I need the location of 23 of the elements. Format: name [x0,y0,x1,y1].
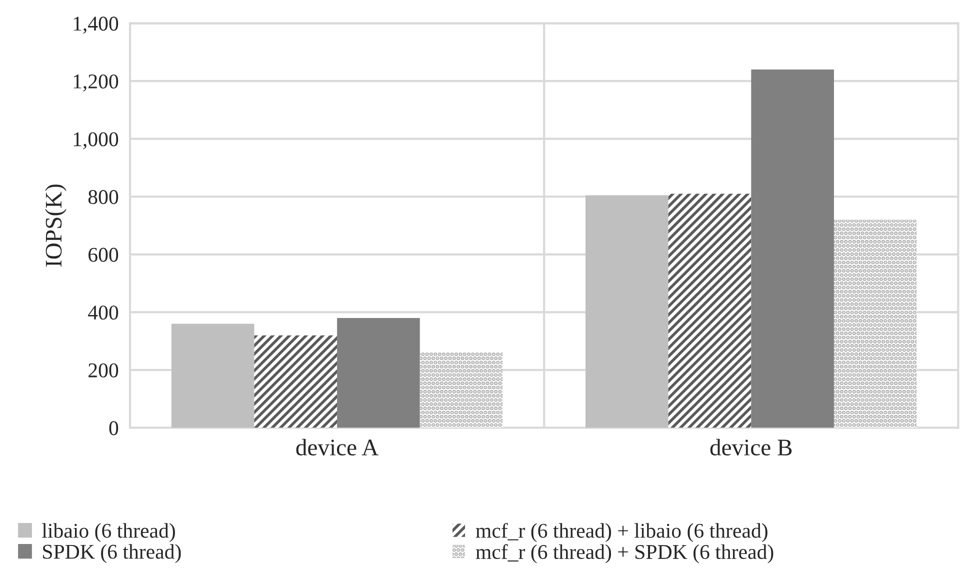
bar [254,335,338,428]
y-tick-label: 1,400 [74,16,118,34]
legend-label: mcf_r (6 thread) + SPDK (6 thread) [476,544,774,564]
y-tick-label: 200 [88,363,118,378]
legend-label: mcf_r (6 thread) + libaio (6 thread) [476,522,768,542]
y-tick-label: 400 [88,306,118,320]
y-tick-label: 1,000 [74,132,118,150]
y-tick-label: 600 [88,248,118,262]
y-tick-label: 800 [88,190,118,204]
bar [337,318,420,428]
legend-label: libaio (6 thread) [42,523,175,542]
bar [586,195,668,428]
y-axis-title: IOPS(K) [45,184,66,267]
bar [171,324,254,428]
legend-label: SPDK (6 thread) [43,544,181,564]
bar [751,70,834,428]
y-tick-label: 0 [109,421,118,436]
bar [420,352,503,428]
y-tick-label: 1,200 [74,74,118,92]
bar [834,220,917,428]
x-tick-label: device B [710,438,792,456]
x-tick-label: device A [296,438,379,456]
bar [668,194,752,428]
